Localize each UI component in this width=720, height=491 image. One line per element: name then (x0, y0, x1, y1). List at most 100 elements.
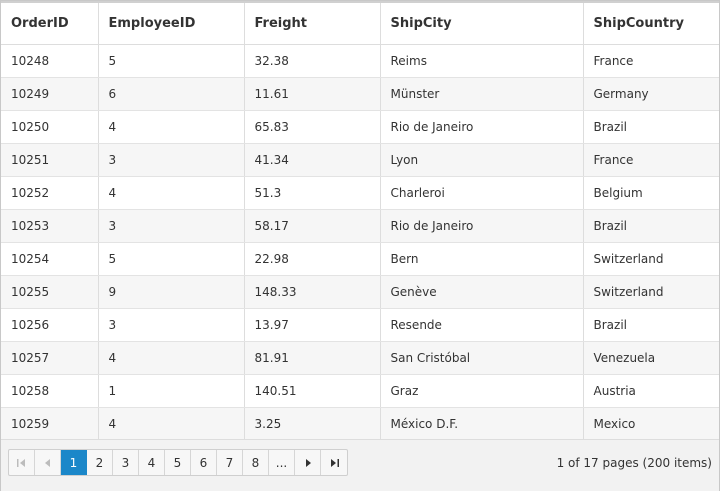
cell-freight[interactable]: 140.51 (244, 374, 381, 408)
page-button-1[interactable]: 1 (61, 450, 87, 475)
next-page-icon (305, 458, 311, 467)
page-button-6[interactable]: 6 (191, 450, 217, 475)
cell-employeeid[interactable]: 4 (98, 110, 245, 144)
pager-buttons: 1 2 3 4 5 6 7 8 ... (8, 449, 348, 476)
cell-employeeid[interactable]: 1 (98, 374, 245, 408)
cell-freight[interactable]: 148.33 (244, 275, 381, 309)
cell-shipcity[interactable]: Reims (380, 44, 584, 78)
table-row[interactable]: 10254 5 22.98 Bern Switzerland (1, 242, 719, 276)
table-row[interactable]: 10251 3 41.34 Lyon France (1, 143, 719, 177)
cell-orderid[interactable]: 10249 (1, 77, 99, 111)
cell-employeeid[interactable]: 3 (98, 209, 245, 243)
cell-orderid[interactable]: 10252 (1, 176, 99, 210)
cell-shipcountry[interactable]: Germany (583, 77, 719, 111)
cell-freight[interactable]: 81.91 (244, 341, 381, 375)
page-button-4[interactable]: 4 (139, 450, 165, 475)
last-page-button[interactable] (321, 450, 347, 475)
cell-shipcity[interactable]: Lyon (380, 143, 584, 177)
table-row[interactable]: 10259 4 3.25 México D.F. Mexico (1, 407, 719, 441)
cell-employeeid[interactable]: 4 (98, 341, 245, 375)
cell-orderid[interactable]: 10255 (1, 275, 99, 309)
cell-shipcountry[interactable]: France (583, 44, 719, 78)
column-header-shipcountry[interactable]: ShipCountry (583, 1, 719, 45)
cell-freight[interactable]: 22.98 (244, 242, 381, 276)
cell-freight[interactable]: 51.3 (244, 176, 381, 210)
cell-shipcountry[interactable]: Austria (583, 374, 719, 408)
cell-freight[interactable]: 58.17 (244, 209, 381, 243)
cell-employeeid[interactable]: 5 (98, 44, 245, 78)
first-page-icon (17, 458, 26, 467)
cell-shipcity[interactable]: Münster (380, 77, 584, 111)
table-row[interactable]: 10249 6 11.61 Münster Germany (1, 77, 719, 111)
cell-shipcity[interactable]: Resende (380, 308, 584, 342)
cell-employeeid[interactable]: 4 (98, 176, 245, 210)
column-header-shipcity[interactable]: ShipCity (380, 1, 584, 45)
cell-orderid[interactable]: 10257 (1, 341, 99, 375)
pager-info: 1 of 17 pages (200 items) (556, 456, 712, 470)
page-button-2[interactable]: 2 (87, 450, 113, 475)
cell-shipcity[interactable]: México D.F. (380, 407, 584, 441)
cell-freight[interactable]: 11.61 (244, 77, 381, 111)
cell-orderid[interactable]: 10254 (1, 242, 99, 276)
cell-orderid[interactable]: 10253 (1, 209, 99, 243)
column-header-orderid[interactable]: OrderID (1, 1, 99, 45)
cell-orderid[interactable]: 10256 (1, 308, 99, 342)
table-row[interactable]: 10250 4 65.83 Rio de Janeiro Brazil (1, 110, 719, 144)
table-row[interactable]: 10248 5 32.38 Reims France (1, 44, 719, 78)
cell-orderid[interactable]: 10259 (1, 407, 99, 441)
cell-shipcity[interactable]: Rio de Janeiro (380, 209, 584, 243)
last-page-icon (330, 458, 339, 467)
cell-employeeid[interactable]: 4 (98, 407, 245, 441)
cell-shipcountry[interactable]: Mexico (583, 407, 719, 441)
cell-shipcountry[interactable]: Switzerland (583, 242, 719, 276)
grid-table: OrderID EmployeeID Freight ShipCity Ship… (1, 1, 719, 441)
table-row[interactable]: 10257 4 81.91 San Cristóbal Venezuela (1, 341, 719, 375)
column-header-employeeid[interactable]: EmployeeID (98, 1, 245, 45)
grid-body: 10248 5 32.38 Reims France 10249 6 11.61 Münster… (1, 44, 719, 441)
table-row[interactable]: 10252 4 51.3 Charleroi Belgium (1, 176, 719, 210)
page-button-7[interactable]: 7 (217, 450, 243, 475)
cell-shipcountry[interactable]: Brazil (583, 110, 719, 144)
table-row[interactable]: 10256 3 13.97 Resende Brazil (1, 308, 719, 342)
next-page-button[interactable] (295, 450, 321, 475)
more-pages-button[interactable]: ... (269, 450, 295, 475)
cell-freight[interactable]: 13.97 (244, 308, 381, 342)
pager: 1 2 3 4 5 6 7 8 ... 1 of 17 pages (200 i… (1, 439, 719, 491)
column-header-freight[interactable]: Freight (244, 1, 381, 45)
cell-shipcountry[interactable]: France (583, 143, 719, 177)
cell-shipcity[interactable]: Charleroi (380, 176, 584, 210)
cell-shipcity[interactable]: Bern (380, 242, 584, 276)
cell-freight[interactable]: 41.34 (244, 143, 381, 177)
cell-employeeid[interactable]: 3 (98, 143, 245, 177)
cell-employeeid[interactable]: 3 (98, 308, 245, 342)
cell-freight[interactable]: 32.38 (244, 44, 381, 78)
cell-employeeid[interactable]: 6 (98, 77, 245, 111)
cell-shipcity[interactable]: San Cristóbal (380, 341, 584, 375)
cell-shipcity[interactable]: Graz (380, 374, 584, 408)
cell-freight[interactable]: 3.25 (244, 407, 381, 441)
header-row: OrderID EmployeeID Freight ShipCity Ship… (1, 1, 719, 45)
cell-orderid[interactable]: 10250 (1, 110, 99, 144)
table-row[interactable]: 10253 3 58.17 Rio de Janeiro Brazil (1, 209, 719, 243)
cell-freight[interactable]: 65.83 (244, 110, 381, 144)
previous-page-button[interactable] (35, 450, 61, 475)
page-button-8[interactable]: 8 (243, 450, 269, 475)
page-button-3[interactable]: 3 (113, 450, 139, 475)
cell-shipcountry[interactable]: Venezuela (583, 341, 719, 375)
first-page-button[interactable] (9, 450, 35, 475)
cell-shipcountry[interactable]: Brazil (583, 209, 719, 243)
table-row[interactable]: 10258 1 140.51 Graz Austria (1, 374, 719, 408)
cell-shipcity[interactable]: Rio de Janeiro (380, 110, 584, 144)
cell-shipcity[interactable]: Genève (380, 275, 584, 309)
table-row[interactable]: 10255 9 148.33 Genève Switzerland (1, 275, 719, 309)
cell-orderid[interactable]: 10248 (1, 44, 99, 78)
cell-employeeid[interactable]: 5 (98, 242, 245, 276)
cell-orderid[interactable]: 10258 (1, 374, 99, 408)
cell-shipcountry[interactable]: Belgium (583, 176, 719, 210)
cell-orderid[interactable]: 10251 (1, 143, 99, 177)
cell-shipcountry[interactable]: Switzerland (583, 275, 719, 309)
page-button-5[interactable]: 5 (165, 450, 191, 475)
cell-employeeid[interactable]: 9 (98, 275, 245, 309)
cell-shipcountry[interactable]: Brazil (583, 308, 719, 342)
